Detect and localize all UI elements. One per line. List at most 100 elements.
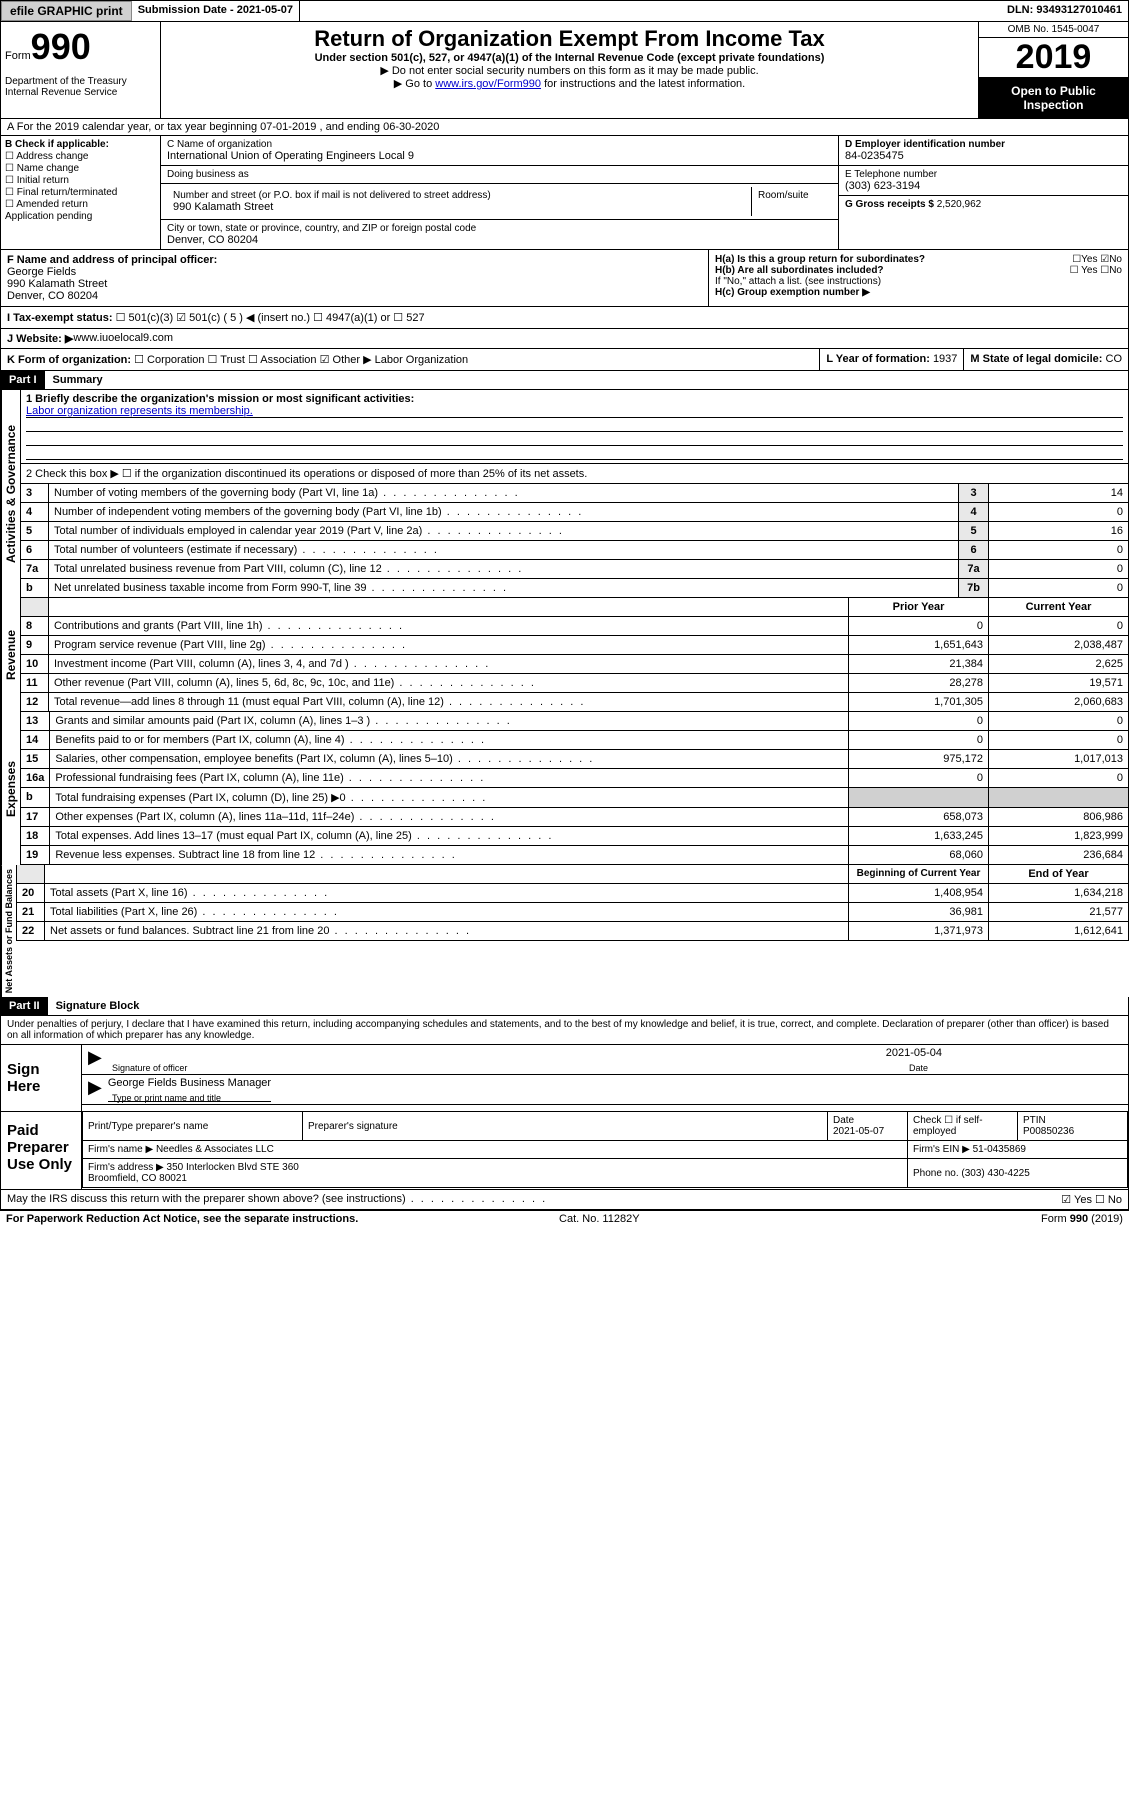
line-text: Professional fundraising fees (Part IX, … (50, 769, 849, 788)
dept-treasury: Department of the Treasury Internal Reve… (5, 76, 156, 98)
part1-header-row: Part I Summary (0, 371, 1129, 390)
c-addr-label: Number and street (or P.O. box if mail i… (173, 190, 745, 201)
omb-number: OMB No. 1545-0047 (979, 22, 1128, 38)
line-no: b (21, 788, 50, 808)
arrow-icon: ▶ (88, 1077, 102, 1102)
hc-label: H(c) Group exemption number ▶ (715, 287, 1122, 298)
line-no: 16a (21, 769, 50, 788)
line-no: 19 (21, 846, 50, 865)
col-prior: Prior Year (849, 598, 989, 617)
line-text: Grants and similar amounts paid (Part IX… (50, 712, 849, 731)
prep-sig-label: Preparer's signature (303, 1112, 828, 1141)
line-box: 6 (959, 541, 989, 560)
dln: DLN: 93493127010461 (1001, 1, 1128, 21)
prior-val: 36,981 (849, 903, 989, 922)
hb-label: H(b) Are all subordinates included? (715, 265, 884, 276)
prior-val: 1,371,973 (849, 922, 989, 941)
line-text: Program service revenue (Part VIII, line… (49, 636, 849, 655)
line-no: 5 (21, 522, 49, 541)
line1-label: 1 Briefly describe the organization's mi… (26, 393, 1123, 405)
tax-year: 2019 (979, 38, 1128, 78)
c-city: Denver, CO 80204 (167, 234, 832, 246)
hb-note: If "No," attach a list. (see instruction… (715, 276, 1122, 287)
curr-val: 0 (989, 731, 1129, 750)
row-klm: K Form of organization: ☐ Corporation ☐ … (0, 349, 1129, 371)
b-addr-change: ☐ Address change (5, 151, 156, 162)
l-val: 1937 (933, 353, 957, 365)
vert-expenses: Expenses (1, 712, 20, 865)
g-label: G Gross receipts $ (845, 199, 934, 210)
e-phone: (303) 623-3194 (845, 180, 1122, 192)
part1-title: Summary (45, 371, 111, 389)
line-no: 18 (21, 827, 50, 846)
firm-ein-label: Firm's EIN ▶ (913, 1144, 970, 1155)
prior-val: 28,278 (849, 674, 989, 693)
c-addr: 990 Kalamath Street (173, 201, 745, 213)
discuss-no: ☐ No (1095, 1194, 1122, 1206)
b-initial: ☐ Initial return (5, 175, 156, 186)
form-title: Return of Organization Exempt From Incom… (169, 26, 970, 52)
line-no: 21 (17, 903, 45, 922)
line-text: Total number of individuals employed in … (49, 522, 959, 541)
irs-link[interactable]: www.irs.gov/Form990 (435, 78, 541, 90)
firm-phone: (303) 430-4225 (961, 1168, 1029, 1179)
prior-val: 0 (849, 617, 989, 636)
efile-print-button[interactable]: efile GRAPHIC print (1, 1, 132, 21)
line-text: Net unrelated business taxable income fr… (49, 579, 959, 598)
col-end: End of Year (989, 865, 1129, 884)
part1-badge: Part I (1, 371, 45, 389)
curr-val: 21,577 (989, 903, 1129, 922)
summary-netassets: Net Assets or Fund Balances Beginning of… (0, 865, 1129, 997)
line-text: Number of independent voting members of … (49, 503, 959, 522)
j-website: www.iuoelocal9.com (73, 332, 173, 345)
l-label: L Year of formation: (826, 353, 933, 365)
prep-name-label: Print/Type preparer's name (83, 1112, 303, 1141)
discuss-row: May the IRS discuss this return with the… (0, 1190, 1129, 1210)
curr-val: 2,038,487 (989, 636, 1129, 655)
discuss-q: May the IRS discuss this return with the… (7, 1193, 547, 1206)
line-text: Contributions and grants (Part VIII, lin… (49, 617, 849, 636)
line-no: 4 (21, 503, 49, 522)
line-text: Salaries, other compensation, employee b… (50, 750, 849, 769)
form-header: Form990 Department of the Treasury Inter… (0, 22, 1129, 119)
officer-name-label: Type or print name and title (112, 1093, 221, 1103)
form-subtitle: Under section 501(c), 527, or 4947(a)(1)… (169, 52, 970, 64)
line-text: Total revenue—add lines 8 through 11 (mu… (49, 693, 849, 712)
row-j: J Website: ▶ www.iuoelocal9.com (0, 329, 1129, 349)
curr-val: 0 (989, 712, 1129, 731)
ha-yes: ☐Yes (1072, 254, 1097, 265)
ha-no: ☑No (1100, 254, 1122, 265)
prep-date: 2021-05-07 (833, 1126, 884, 1137)
curr-val: 806,986 (989, 808, 1129, 827)
perjury-statement: Under penalties of perjury, I declare th… (0, 1016, 1129, 1045)
part2-title: Signature Block (48, 997, 148, 1015)
curr-val (989, 788, 1129, 808)
line-text: Total fundraising expenses (Part IX, col… (50, 788, 849, 808)
line-no: 17 (21, 808, 50, 827)
form-label: Form (5, 50, 31, 62)
line-no: 13 (21, 712, 50, 731)
c-name-label: C Name of organization (167, 139, 832, 150)
g-val: 2,520,962 (937, 199, 982, 210)
c-city-label: City or town, state or province, country… (167, 223, 832, 234)
m-val: CO (1106, 353, 1123, 365)
hb-no: ☐No (1100, 265, 1122, 276)
line-no: 7a (21, 560, 49, 579)
b-pending: Application pending (5, 211, 156, 222)
m-label: M State of legal domicile: (970, 353, 1105, 365)
section-bcdefg: B Check if applicable: ☐ Address change … (0, 136, 1129, 250)
top-bar: efile GRAPHIC print Submission Date - 20… (0, 0, 1129, 22)
summary-expenses: Expenses 13 Grants and similar amounts p… (0, 712, 1129, 865)
prep-check: Check ☐ if self-employed (908, 1112, 1018, 1141)
prior-val: 658,073 (849, 808, 989, 827)
line-val: 0 (989, 560, 1129, 579)
firm-name: Needles & Associates LLC (156, 1144, 274, 1155)
i-opts: ☐ 501(c)(3) ☑ 501(c) ( 5 ) ◀ (insert no.… (116, 312, 425, 324)
j-label: J Website: ▶ (7, 332, 73, 345)
prior-val: 1,408,954 (849, 884, 989, 903)
prior-val: 68,060 (849, 846, 989, 865)
summary-activities-gov: Activities & Governance 1 Briefly descri… (0, 390, 1129, 598)
sign-here-block: Sign Here ▶ Signature of officer 2021-05… (0, 1045, 1129, 1112)
curr-val: 1,823,999 (989, 827, 1129, 846)
prior-val: 1,651,643 (849, 636, 989, 655)
